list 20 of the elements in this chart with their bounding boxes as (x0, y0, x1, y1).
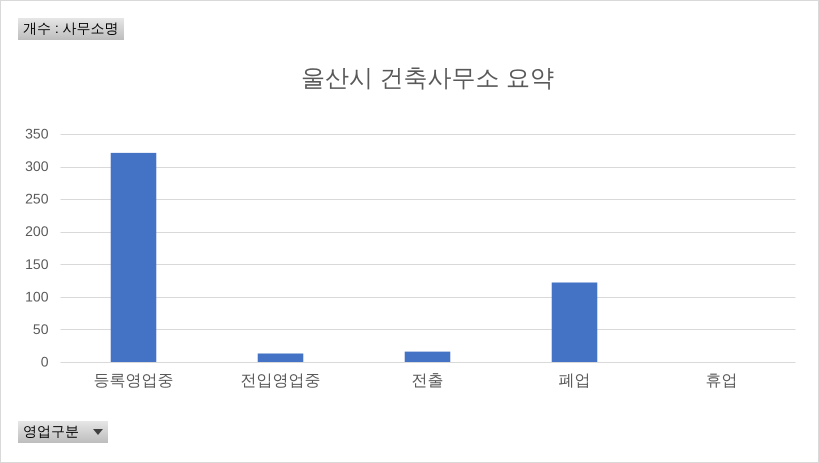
bar (110, 152, 156, 362)
text: 개수 : 사무소명 (18, 18, 124, 40)
x-tick-label: 전입영업중 (240, 372, 320, 390)
bar (552, 282, 598, 362)
y-tick-label: 50 (32, 320, 49, 337)
chart-title: 울산시 건축사무소 요약 (300, 65, 554, 92)
x-tick-label: 휴업 (706, 372, 738, 390)
y-tick-label: 300 (25, 158, 49, 174)
y-tick-label: 200 (25, 223, 49, 240)
y-tick-label: 250 (25, 190, 49, 207)
x-tick-label: 전출 (412, 372, 444, 390)
bar (258, 354, 304, 362)
y-tick-label: 150 (25, 256, 49, 272)
x-tick-label: 등록영업중 (94, 372, 174, 390)
y-tick-label: 350 (25, 126, 49, 142)
y-tick-label: 0 (40, 354, 49, 370)
y-tick-label: 100 (25, 288, 49, 304)
x-tick-label: 폐업 (558, 372, 590, 390)
bar (404, 352, 450, 362)
text: 영업구분 (23, 423, 79, 439)
